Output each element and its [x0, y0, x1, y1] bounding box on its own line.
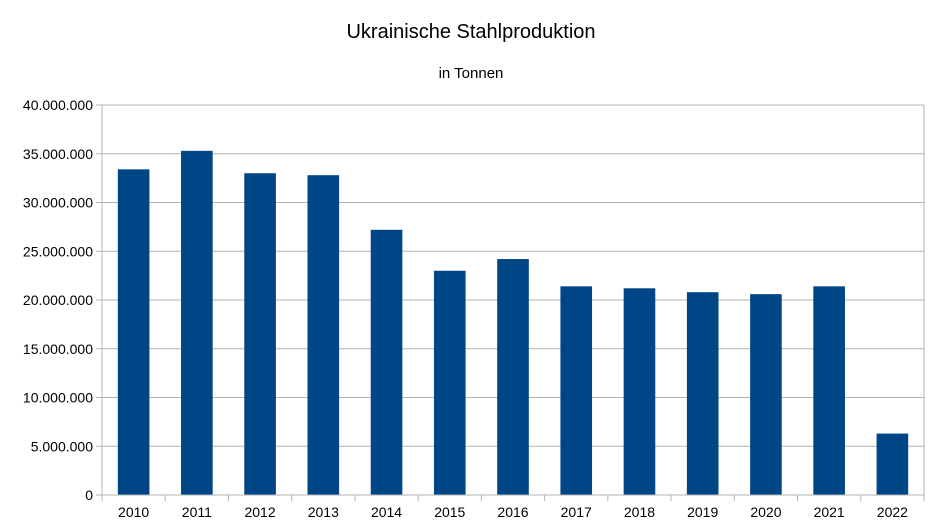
x-tick-label: 2019	[687, 504, 718, 520]
x-tick-label: 2015	[434, 504, 465, 520]
x-tick-label: 2022	[877, 504, 908, 520]
y-tick-label: 10.000.000	[23, 390, 93, 406]
x-tick-label: 2021	[814, 504, 845, 520]
x-tick-label: 2013	[308, 504, 339, 520]
chart-subtitle: in Tonnen	[439, 65, 504, 82]
bar-2011	[181, 150, 213, 495]
bar-2022	[876, 433, 909, 495]
bar-2015	[433, 270, 466, 495]
bar-2019	[686, 292, 719, 495]
y-tick-labels: 0 5.000.000 10.000.000 15.000.000 20.000.000…	[23, 97, 93, 503]
bar-2010	[117, 169, 150, 495]
bar-2018	[623, 288, 656, 495]
bar-2012	[244, 173, 276, 495]
y-tick-label: 25.000.000	[23, 243, 93, 259]
bars	[117, 150, 909, 496]
bar-2014	[370, 229, 403, 496]
y-tick-label: 15.000.000	[23, 341, 93, 357]
bar-2021	[813, 286, 845, 495]
x-tick-label: 2010	[118, 504, 149, 520]
x-tick-label: 2018	[624, 504, 655, 520]
x-tick-label: 2016	[497, 504, 528, 520]
bar-2016	[497, 259, 529, 495]
x-tick-label: 2020	[750, 504, 781, 520]
bar-2017	[560, 286, 593, 495]
y-tick-label: 0	[85, 487, 93, 503]
bar-2013	[307, 175, 340, 495]
y-tick-label: 20.000.000	[23, 292, 93, 308]
x-tick-labels: 2010 2011 2012 2013 2014 2015 2016 2017 2018 2019…	[118, 504, 908, 520]
bar-2020	[750, 294, 782, 495]
y-tick-label: 30.000.000	[23, 195, 93, 211]
y-tick-label: 5.000.000	[31, 438, 93, 454]
y-tick-label: 40.000.000	[23, 97, 93, 113]
x-tick-label: 2011	[182, 504, 212, 520]
x-tick-label: 2017	[561, 504, 592, 520]
chart-title: Ukrainische Stahlproduktion	[346, 21, 595, 43]
x-tick-label: 2012	[244, 504, 275, 520]
axes	[101, 105, 925, 501]
x-tick-label: 2014	[371, 504, 402, 520]
y-tick-label: 35.000.000	[23, 146, 93, 162]
